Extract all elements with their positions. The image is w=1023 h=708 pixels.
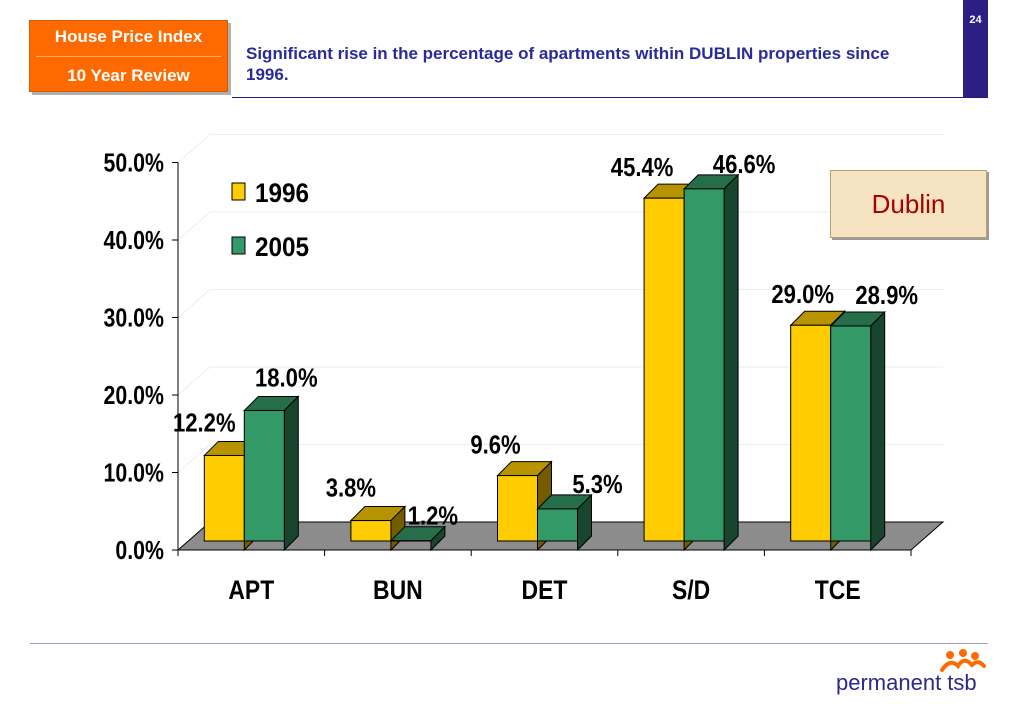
y-tick-label: 30.0% [104,304,164,334]
data-label-1996: 12.2% [173,409,236,438]
data-label-2005: 1.2% [408,502,458,531]
footer-divider [30,643,988,644]
report-subtitle: 10 Year Review [67,66,190,85]
bar-2005 [682,173,740,552]
brand-logo: permanent tsb [830,648,990,700]
y-tick-label: 40.0% [104,226,164,256]
y-tick-label: 20.0% [104,381,164,411]
y-tick-label: 50.0% [104,149,164,179]
bar-side [723,173,739,552]
bar-front [830,325,872,542]
bar-side [430,525,446,552]
legend-label: 1996 [255,179,309,208]
x-tick-label: BUN [373,575,423,605]
report-title-box: House Price Index 10 Year Review [29,20,228,92]
bar-front [243,410,285,542]
slide-headline: Significant rise in the percentage of ap… [246,44,890,84]
data-label-1996: 9.6% [470,431,520,460]
data-label-2005: 46.6% [713,150,776,179]
people-logo-icon [940,649,986,672]
x-tick-label: S/D [672,575,710,605]
y-tick-label: 0.0% [115,536,164,566]
bar-2005 [243,395,300,552]
page-number-tab: 24 [963,0,988,97]
bar-side [283,395,299,552]
x-tick-label: DET [522,575,569,605]
data-label-1996: 45.4% [611,154,674,183]
header-divider [232,97,988,98]
data-label-2005: 5.3% [572,470,622,499]
bar-front [683,188,725,542]
bar-front [203,454,245,542]
page-number: 24 [969,14,982,26]
bar-front [790,324,832,542]
legend-swatch [231,236,246,255]
bar-front [643,197,685,542]
bar-side [870,310,886,552]
bar-front [537,508,578,542]
data-label-1996: 29.0% [771,281,834,310]
bar-front [350,520,392,542]
bar-2005 [829,310,886,552]
region-label: Dublin [871,189,946,219]
x-tick-label: APT [228,575,275,605]
bar-front [497,475,538,542]
legend-swatch [231,182,246,201]
bar-2005 [389,525,447,552]
region-callout: Dublin [830,170,987,238]
gridline-side [177,134,211,163]
x-tick-label: TCE [815,575,861,605]
brand-logo-text: permanent tsb [836,670,977,695]
gridline-side [177,444,211,473]
data-label-2005: 28.9% [855,281,918,310]
report-title: House Price Index [54,27,203,46]
title-divider [36,56,221,57]
bar-2005 [536,493,593,552]
data-label-1996: 3.8% [326,474,376,503]
data-label-2005: 18.0% [255,364,318,393]
gridline-side [177,366,211,396]
gridline-side [177,211,211,241]
gridline-side [177,289,211,318]
y-tick-label: 10.0% [104,459,164,489]
legend: 1996 2005 [231,179,309,262]
legend-label: 2005 [255,233,309,262]
